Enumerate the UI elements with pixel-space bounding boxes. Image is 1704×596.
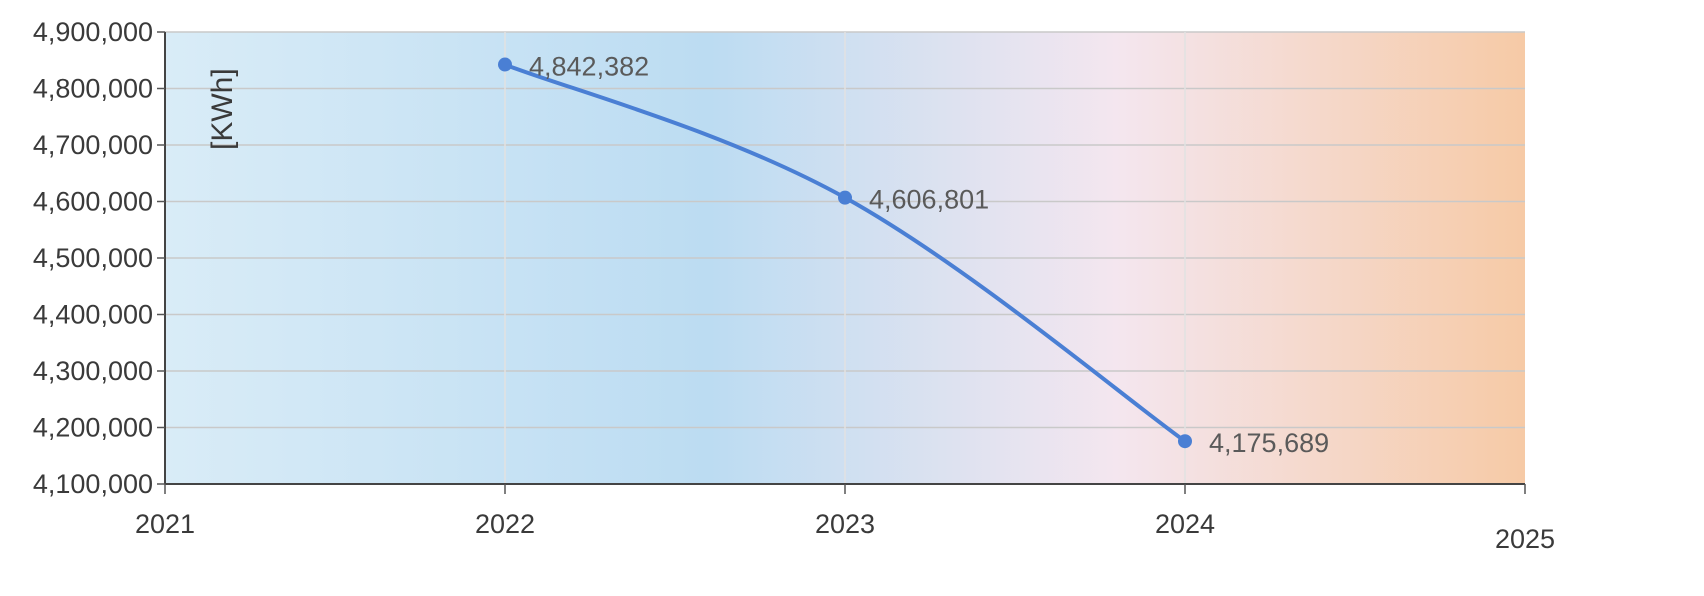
series-layer: [498, 57, 1192, 449]
data-point: [1178, 434, 1192, 449]
y-tick-label: 4,400,000: [33, 300, 153, 330]
data-point: [838, 190, 852, 205]
y-axis-unit-label: [KWh]: [206, 68, 239, 150]
data-point: [498, 57, 512, 72]
y-axis-ticks: 4,100,000 4,200,000 4,300,000 4,400,000 4,50…: [33, 17, 165, 499]
x-tick-label: 2025: [1495, 524, 1555, 554]
data-label: 4,606,801: [869, 185, 989, 215]
grid-lines: [165, 31, 1525, 484]
x-tick-label: 2021: [135, 509, 195, 539]
y-tick-label: 4,200,000: [33, 413, 153, 443]
x-axis-ticks: 2021 2022 2023 2024 2025: [135, 484, 1555, 554]
y-tick-label: 4,300,000: [33, 356, 153, 386]
x-tick-label: 2022: [475, 509, 535, 539]
y-tick-label: 4,900,000: [33, 17, 153, 47]
data-label: 4,842,382: [529, 52, 649, 82]
x-tick-label: 2023: [815, 509, 875, 539]
y-tick-label: 4,600,000: [33, 187, 153, 217]
y-tick-label: 4,800,000: [33, 74, 153, 104]
data-labels: 4,842,382 4,606,801 4,175,689: [529, 52, 1329, 459]
x-tick-label: 2024: [1155, 509, 1215, 539]
y-tick-label: 4,100,000: [33, 469, 153, 499]
y-tick-label: 4,700,000: [33, 130, 153, 160]
data-label: 4,175,689: [1209, 428, 1329, 458]
y-tick-label: 4,500,000: [33, 243, 153, 273]
